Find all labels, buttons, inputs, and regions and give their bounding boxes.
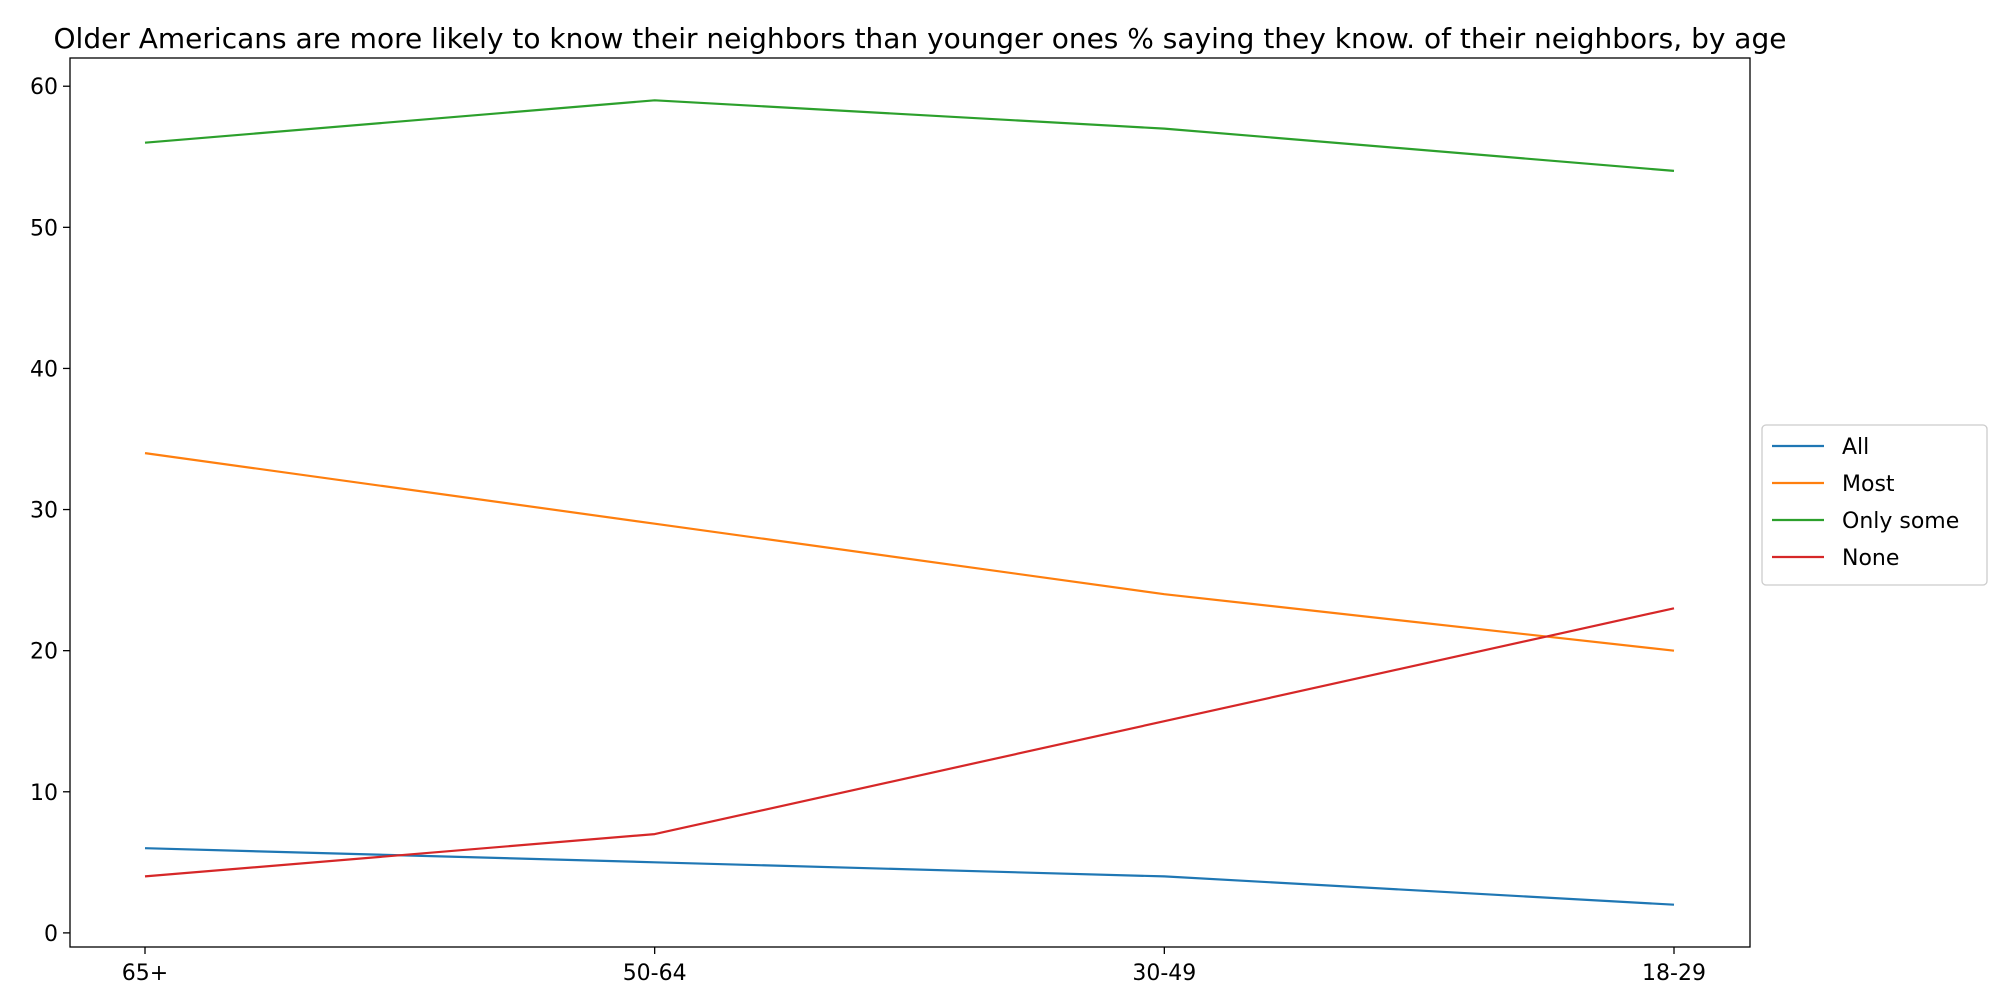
y-tick-label: 30 [30,499,58,524]
x-tick-label: 18-29 [1642,961,1706,986]
y-axis: 0 10 20 30 40 50 60 [30,75,70,947]
y-tick-label: 50 [30,216,58,241]
series-lines [144,99,1675,906]
legend-label: Only some [1842,509,1959,534]
y-tick-label: 40 [30,357,58,382]
legend-label: None [1842,546,1899,571]
legend-label: All [1842,435,1869,460]
chart-title: Older Americans are more likely to know … [54,22,1787,55]
legend: All Most Only some None [1761,424,1988,586]
x-axis: 65+ 50-64 30-49 18-29 [122,947,1706,986]
y-tick-label: 10 [30,781,58,806]
y-tick-label: 60 [30,75,58,100]
x-tick-label: 30-49 [1132,961,1196,986]
legend-frame [1761,424,1988,586]
series-line-none [144,607,1675,878]
series-line-only-some [144,99,1675,172]
x-tick-label: 65+ [122,961,168,986]
y-tick-label: 0 [44,922,58,947]
plot-area-frame [69,57,1751,948]
y-tick-label: 20 [30,640,58,665]
x-tick-label: 50-64 [623,961,687,986]
series-line-most [144,452,1675,652]
legend-label: Most [1842,472,1895,497]
